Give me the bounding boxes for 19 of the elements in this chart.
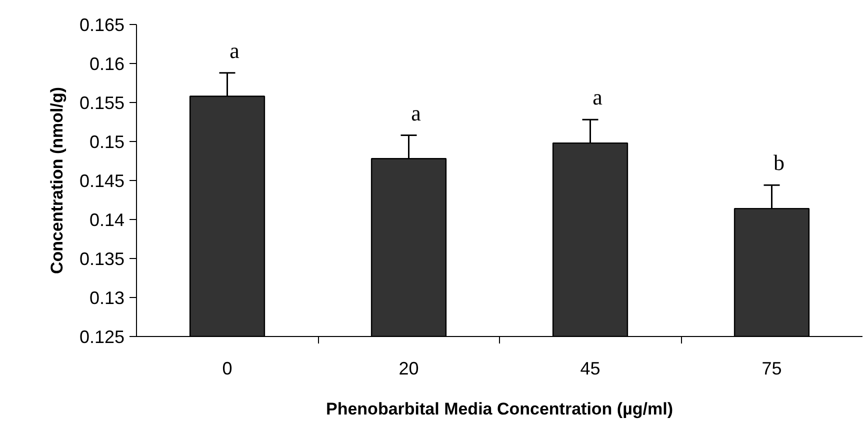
y-tick-label: 0.16 — [89, 54, 125, 74]
x-tick-label: 20 — [398, 358, 419, 378]
y-tick-label: 0.125 — [79, 327, 125, 347]
x-tick-label: 45 — [580, 358, 600, 378]
y-tick-label: 0.165 — [79, 15, 125, 35]
y-tick-label: 0.145 — [79, 171, 125, 191]
x-tick-label: 75 — [762, 358, 782, 378]
x-tick-label: 0 — [222, 358, 232, 378]
y-tick-label: 0.155 — [79, 93, 125, 113]
y-tick-label: 0.13 — [89, 288, 125, 308]
annotation: a — [411, 100, 422, 126]
y-axis-title: Concentration (nmol/g) — [47, 87, 66, 274]
annotation: b — [774, 150, 785, 176]
annotation: a — [230, 38, 240, 63]
y-tick-label: 0.135 — [79, 249, 125, 269]
annotation: a — [592, 84, 603, 110]
x-axis-title: Phenobarbital Media Concentration (µg/ml) — [326, 400, 673, 418]
y-tick-label: 0.15 — [89, 132, 125, 152]
y-tick-label: 0.14 — [89, 210, 125, 230]
